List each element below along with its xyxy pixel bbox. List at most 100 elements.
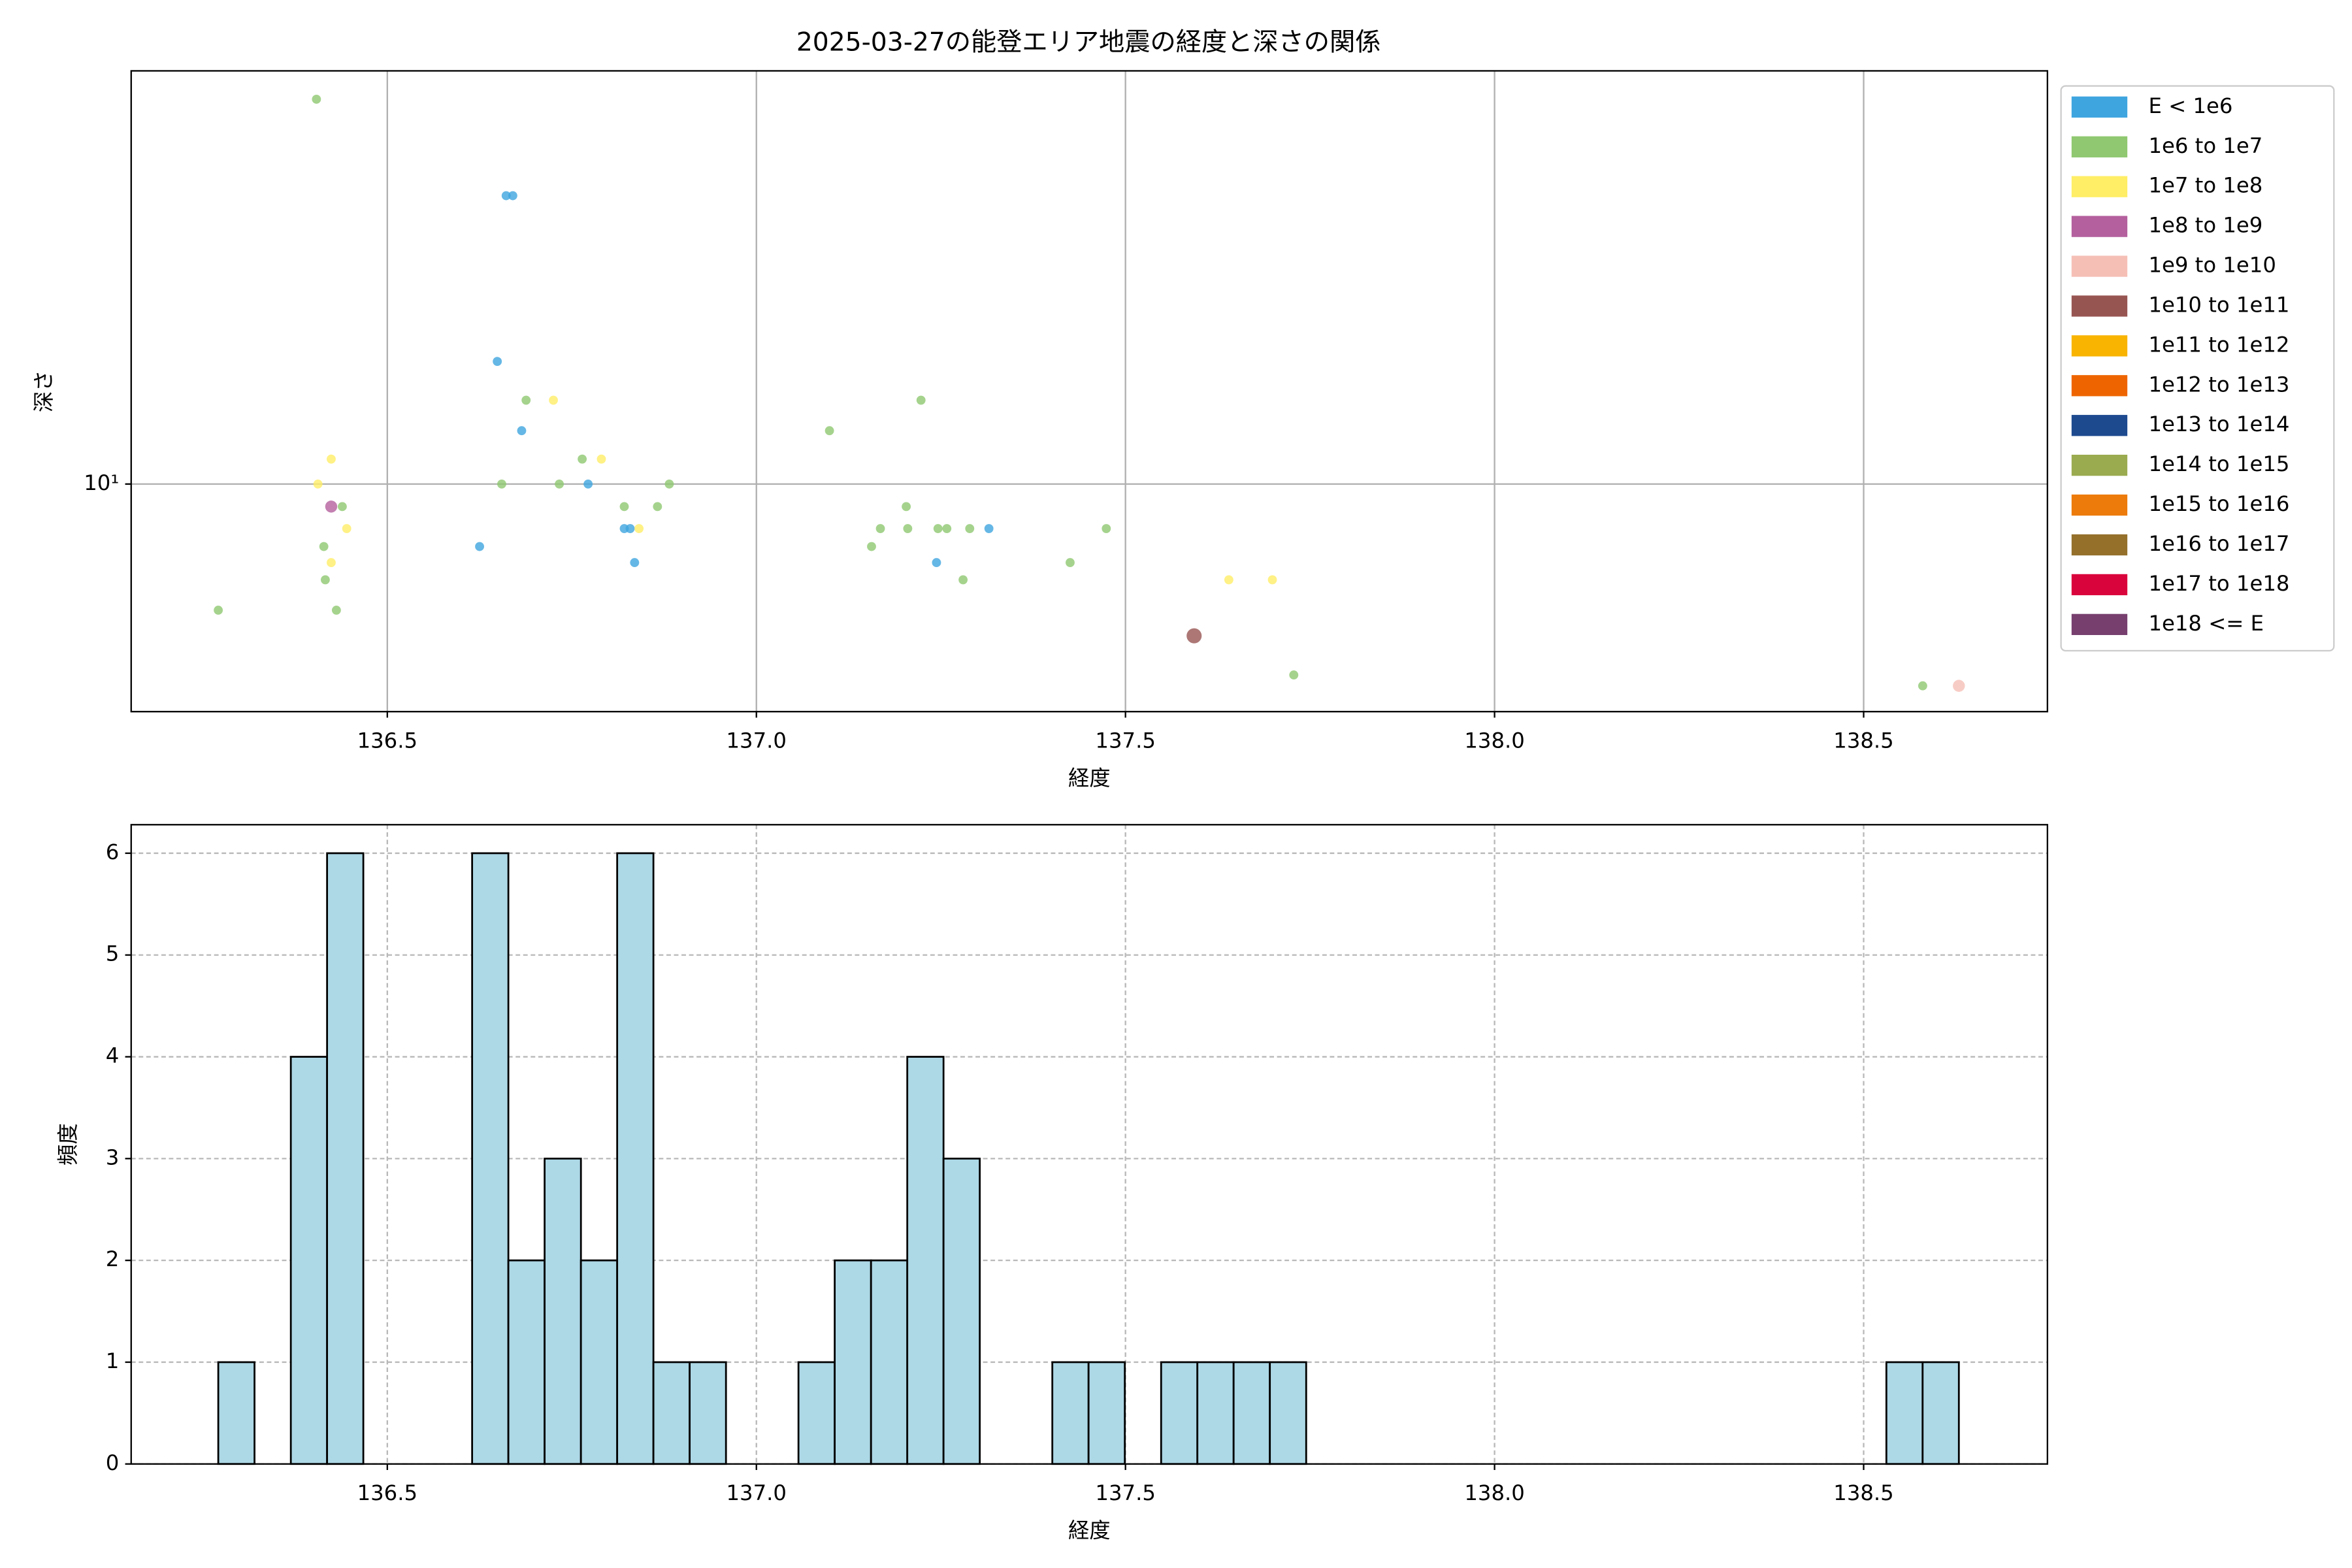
legend-swatch	[2071, 415, 2128, 436]
histogram-bar	[870, 1259, 909, 1465]
x-tick-label: 138.0	[1464, 1480, 1524, 1505]
scatter-point	[1953, 679, 1965, 692]
legend-label: 1e6 to 1e7	[2148, 133, 2262, 158]
legend-label: 1e7 to 1e8	[2148, 173, 2262, 198]
scatter-point	[902, 502, 911, 512]
legend-label: 1e10 to 1e11	[2148, 292, 2289, 317]
scatter-point	[1224, 575, 1233, 585]
scatter-point	[517, 426, 527, 436]
scatter-point	[319, 542, 329, 551]
scatter-point	[508, 191, 517, 201]
x-tick-label: 137.0	[727, 728, 787, 753]
legend-swatch	[2071, 455, 2128, 476]
x-tick-label: 138.0	[1464, 728, 1524, 753]
legend-label: 1e8 to 1e9	[2148, 213, 2262, 238]
legend-label: 1e13 to 1e14	[2148, 412, 2289, 436]
scatter-point	[933, 524, 943, 533]
legend-swatch	[2071, 176, 2128, 197]
legend-swatch	[2071, 335, 2128, 357]
histogram-bar	[797, 1361, 836, 1465]
scatter-point	[984, 524, 994, 533]
legend-swatch	[2071, 255, 2128, 277]
plot-frame	[130, 824, 2048, 1465]
histogram-bar	[1051, 1361, 1090, 1465]
scatter-point	[596, 454, 606, 464]
scatter-point	[1066, 558, 1075, 568]
histogram-bar	[906, 1056, 945, 1465]
legend-label: 1e16 to 1e17	[2148, 531, 2289, 556]
histogram-bar	[471, 852, 510, 1465]
scatter-point	[475, 542, 484, 551]
legend-label: 1e15 to 1e16	[2148, 491, 2289, 516]
scatter-point	[549, 395, 558, 405]
x-tick-label: 137.0	[727, 1480, 787, 1505]
histogram-bar	[689, 1361, 727, 1465]
histogram-bar	[1087, 1361, 1126, 1465]
legend-swatch	[2071, 295, 2128, 317]
legend-label: 1e11 to 1e12	[2148, 332, 2289, 357]
scatter-point	[653, 502, 662, 512]
legend-swatch	[2071, 216, 2128, 237]
scatter-point	[320, 575, 330, 585]
scatter-point	[327, 558, 336, 568]
scatter-point	[313, 479, 323, 489]
y-tick-label: 4	[106, 1043, 120, 1068]
x-tick-label: 136.5	[357, 728, 417, 753]
x-tick-label: 137.5	[1095, 1480, 1155, 1505]
legend-box	[2060, 85, 2335, 652]
histogram-bar	[289, 1056, 329, 1465]
scatter-point	[337, 502, 347, 512]
scatter-point	[1186, 628, 1202, 644]
plot-frame	[130, 70, 2048, 713]
scatter-point	[497, 479, 506, 489]
scatter-point	[327, 454, 336, 464]
scatter-point	[916, 395, 926, 405]
histogram-bar	[834, 1259, 872, 1465]
scatter-point	[630, 558, 640, 568]
legend-label: 1e18 <= E	[2148, 611, 2264, 636]
histogram-bar	[326, 852, 365, 1465]
scatter-point	[555, 479, 564, 489]
histogram-bar	[544, 1157, 582, 1465]
scatter-point	[932, 558, 941, 568]
histogram-bar	[1160, 1361, 1199, 1465]
scatter-point	[501, 191, 511, 201]
y-tick-label: 10¹	[84, 470, 119, 495]
scatter-point	[312, 94, 321, 104]
scatter-point	[1918, 681, 1927, 691]
histogram-bar	[1885, 1361, 1924, 1465]
scatter-point	[903, 524, 913, 533]
histogram-bar	[1921, 1361, 1960, 1465]
y-axis-label: 深さ	[31, 370, 56, 413]
scatter-point	[578, 454, 587, 464]
scatter-point	[493, 357, 502, 367]
y-axis-label: 頻度	[56, 1123, 80, 1166]
scatter-point	[342, 524, 351, 533]
scatter-point	[619, 502, 629, 512]
legend-label: 1e17 to 1e18	[2148, 571, 2289, 596]
scatter-point	[325, 500, 338, 513]
legend-swatch	[2071, 136, 2128, 157]
scatter-point	[942, 524, 952, 533]
scatter-point	[1289, 670, 1299, 680]
histogram-bar	[1196, 1361, 1235, 1465]
scatter-point	[875, 524, 885, 533]
legend-label: 1e9 to 1e10	[2148, 253, 2276, 278]
x-axis-label: 経度	[1068, 1518, 1111, 1543]
legend-swatch	[2071, 613, 2128, 635]
histogram-bar	[616, 852, 655, 1465]
x-tick-label: 137.5	[1095, 728, 1155, 753]
histogram-bar	[942, 1157, 981, 1465]
y-tick-label: 1	[106, 1348, 120, 1373]
histogram-bar	[1269, 1361, 1307, 1465]
legend-swatch	[2071, 534, 2128, 556]
y-tick-label: 3	[106, 1145, 120, 1169]
scatter-point	[958, 575, 968, 585]
scatter-point	[1102, 524, 1111, 533]
scatter-point	[1267, 575, 1277, 585]
x-axis-label: 経度	[1068, 766, 1111, 791]
x-tick-label: 138.5	[1833, 1480, 1893, 1505]
legend-swatch	[2071, 574, 2128, 596]
